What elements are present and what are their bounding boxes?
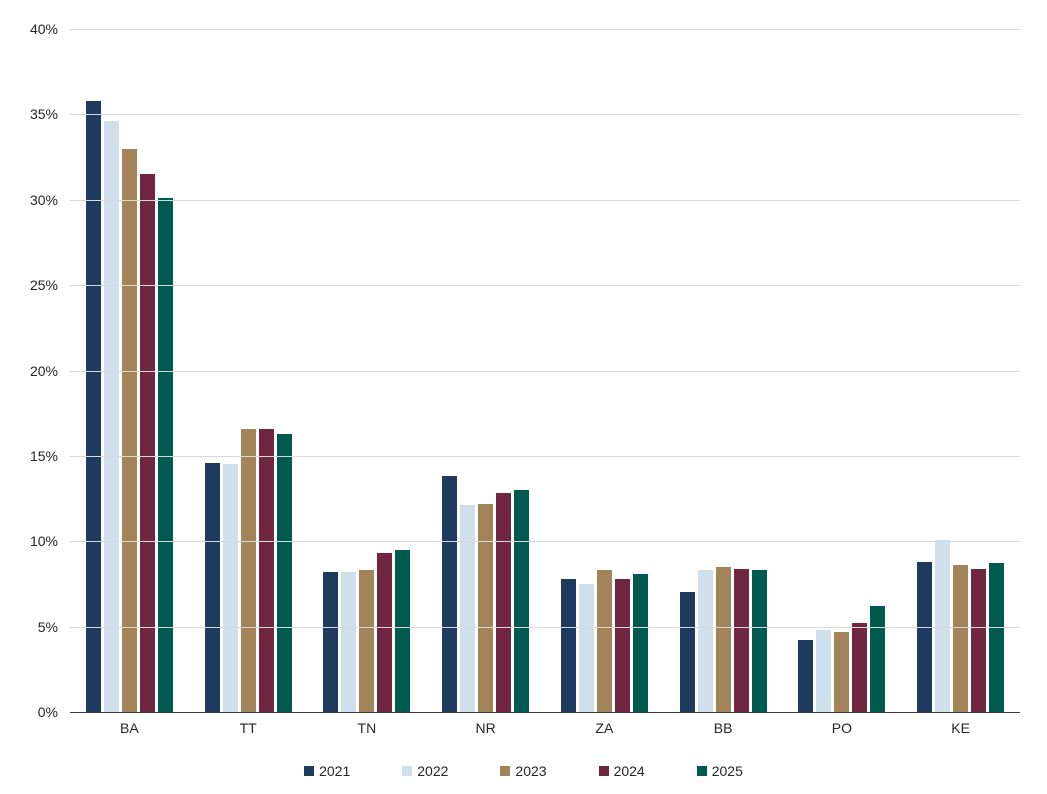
x-tick-label-ke: KE	[951, 720, 970, 736]
x-tick-label-po: PO	[831, 720, 852, 736]
plot-area	[70, 29, 1020, 713]
bar-za-2024	[614, 578, 630, 712]
legend-label: 2023	[515, 763, 547, 779]
gridline	[70, 285, 1020, 287]
bar-ke-2021	[917, 561, 933, 712]
bar-bb-2022	[697, 570, 713, 712]
bar-tt-2022	[222, 464, 238, 712]
legend-swatch-icon	[696, 766, 707, 776]
bar-ke-2024	[971, 568, 987, 712]
bar-group-nr	[426, 29, 545, 712]
bar-tn-2021	[323, 572, 339, 712]
bar-tn-2022	[341, 572, 357, 712]
legend-label: 2024	[613, 763, 645, 779]
bar-za-2025	[632, 573, 648, 712]
bar-ba-2023	[121, 148, 137, 712]
bar-ba-2021	[85, 100, 101, 712]
bar-ba-2025	[157, 198, 173, 712]
bar-group-tt	[189, 29, 308, 712]
bar-po-2022	[816, 630, 832, 712]
legend-label: 2022	[417, 763, 449, 779]
bar-group-po	[783, 29, 902, 712]
bar-nr-2024	[496, 493, 512, 712]
bar-tn-2024	[377, 553, 393, 712]
gridline	[70, 541, 1020, 543]
y-tick-label: 10%	[29, 533, 58, 550]
bar-tt-2021	[204, 462, 220, 712]
bar-za-2023	[596, 570, 612, 712]
bar-za-2022	[578, 583, 594, 712]
y-tick-label: 5%	[37, 618, 58, 635]
bar-group-ba	[70, 29, 189, 712]
legend-item-2022: 2022	[402, 763, 448, 779]
x-tick-label-ba: BA	[120, 720, 139, 736]
legend-label: 2025	[711, 763, 743, 779]
y-tick-label: 25%	[29, 277, 58, 294]
bar-bb-2025	[751, 570, 767, 712]
legend-swatch-icon	[402, 766, 413, 776]
bar-groups	[70, 29, 1020, 712]
gridline	[70, 199, 1020, 201]
bar-nr-2022	[460, 505, 476, 712]
bar-bb-2024	[733, 568, 749, 712]
bar-bb-2023	[715, 566, 731, 712]
bar-ke-2022	[935, 539, 951, 712]
x-tick-label-za: ZA	[595, 720, 614, 736]
bar-ba-2022	[103, 121, 119, 712]
gridline	[70, 114, 1020, 116]
bar-tt-2024	[258, 428, 274, 712]
legend-item-2025: 2025	[696, 763, 743, 779]
bar-tt-2023	[240, 428, 256, 712]
gridline	[70, 455, 1020, 457]
bar-tn-2023	[359, 570, 375, 712]
bar-group-za	[545, 29, 664, 712]
x-axis: BA TT TN NR ZA BB PO KE	[70, 720, 1020, 736]
y-tick-label: 15%	[29, 447, 58, 464]
bar-bb-2021	[679, 592, 695, 712]
y-tick-label: 40%	[29, 21, 58, 37]
y-tick-label: 0%	[37, 704, 58, 720]
gridline	[70, 626, 1020, 628]
y-tick-label: 35%	[29, 106, 58, 123]
bar-ke-2025	[989, 563, 1005, 712]
legend-item-2024: 2024	[598, 763, 645, 779]
y-tick-label: 30%	[29, 191, 58, 208]
legend-item-2021: 2021	[304, 763, 350, 779]
bar-po-2024	[852, 623, 868, 712]
bar-za-2021	[560, 578, 576, 712]
bar-nr-2021	[442, 476, 458, 712]
legend-swatch-icon	[598, 766, 609, 776]
bar-po-2023	[834, 631, 850, 712]
bar-ke-2023	[953, 565, 969, 712]
bar-group-tn	[308, 29, 427, 712]
bar-po-2025	[870, 606, 886, 712]
x-tick-label-tn: TN	[357, 720, 377, 736]
x-tick-label-nr: NR	[475, 720, 496, 736]
bar-group-ke	[901, 29, 1020, 712]
gridline	[70, 370, 1020, 372]
legend-item-2023: 2023	[500, 763, 547, 779]
x-tick-label-bb: BB	[713, 720, 733, 736]
legend-swatch-icon	[304, 766, 315, 776]
gridline	[70, 29, 1020, 30]
bar-nr-2023	[478, 503, 494, 712]
bar-nr-2025	[514, 490, 530, 712]
legend-label: 2021	[319, 763, 351, 779]
bar-po-2021	[798, 640, 814, 712]
legend: 2021 2022 2023 2024 2025	[0, 763, 1047, 779]
bar-group-bb	[664, 29, 783, 712]
x-tick-label-tt: TT	[239, 720, 257, 736]
y-tick-label: 20%	[29, 362, 58, 379]
bar-tn-2025	[395, 549, 411, 712]
y-axis: 40% 35% 30% 25% 20% 15% 10% 5% 0%	[0, 21, 58, 720]
bar-ba-2024	[139, 174, 155, 712]
bar-tt-2025	[276, 433, 292, 712]
legend-swatch-icon	[500, 766, 511, 776]
